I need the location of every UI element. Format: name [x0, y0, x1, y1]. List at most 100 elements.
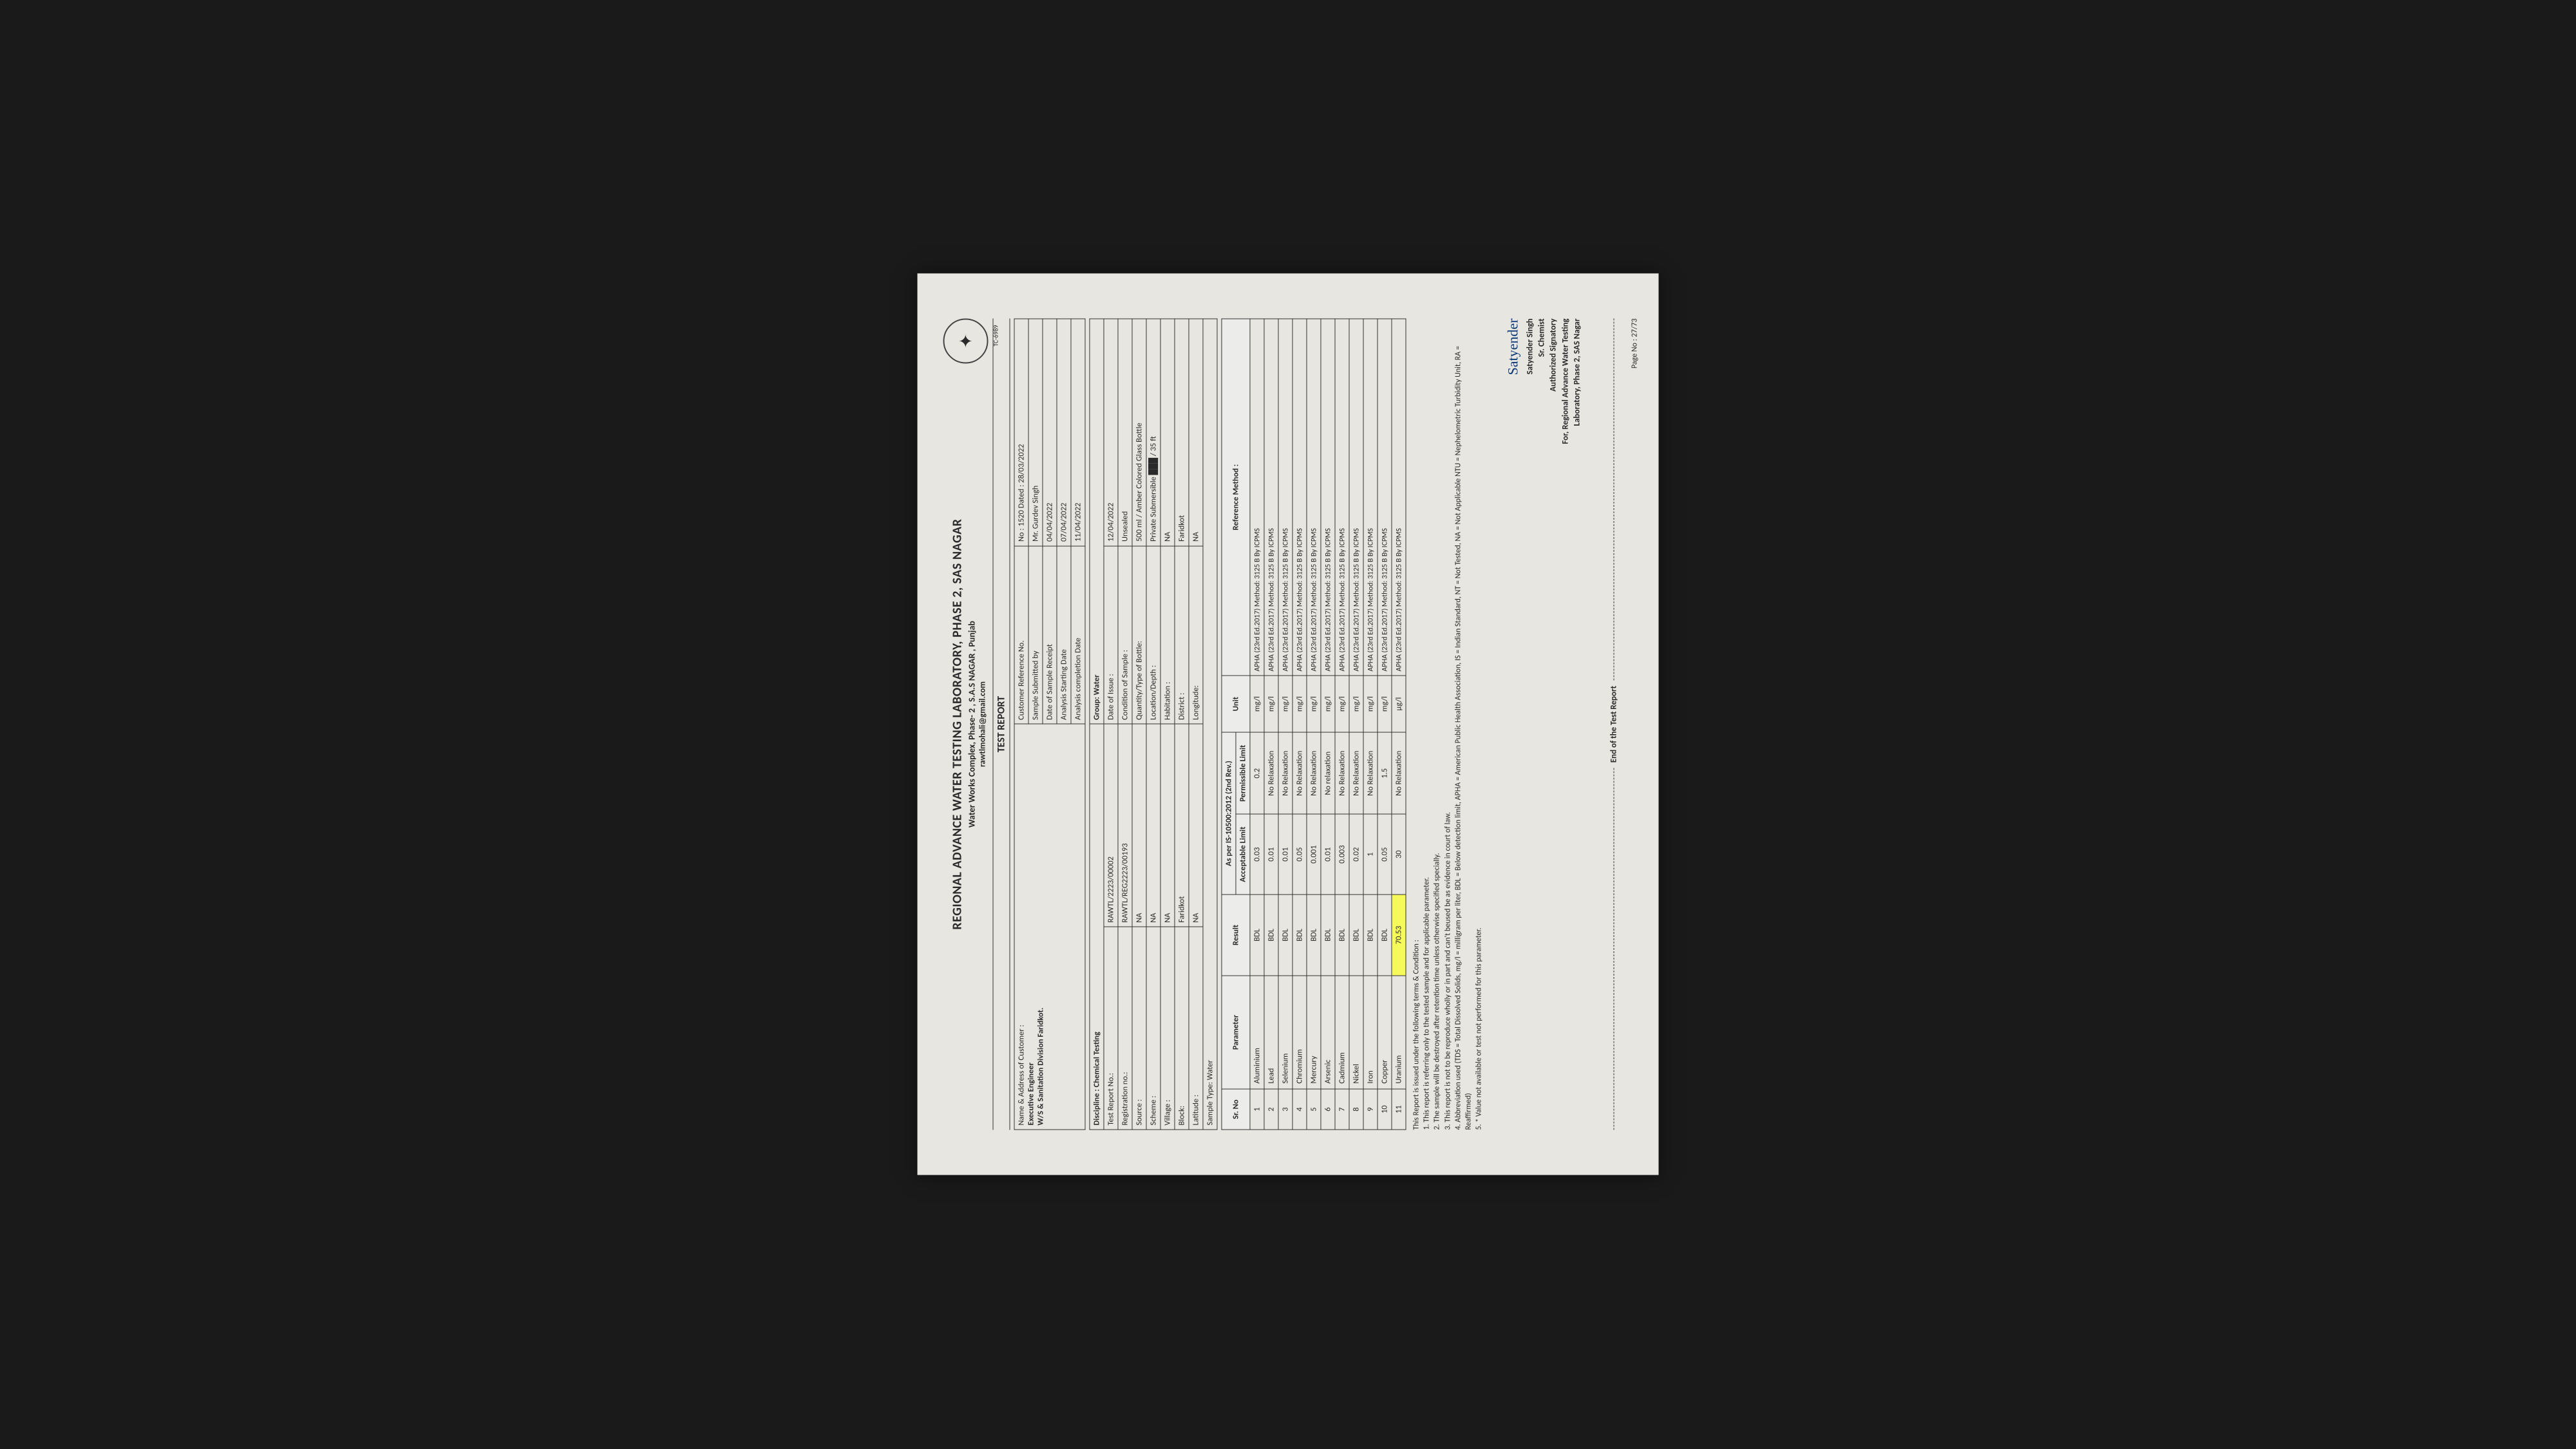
- comp-label: Analysis completion Date: [1071, 546, 1085, 724]
- terms-heading: This Report is issued under the followin…: [1411, 319, 1421, 1130]
- comp-val: 11/04/2022: [1071, 319, 1085, 546]
- meta-label: Test Report No.:: [1104, 927, 1118, 1130]
- cell: 7: [1335, 1090, 1349, 1130]
- col-srno: Sr. No: [1222, 1090, 1250, 1130]
- col-param: Parameter: [1222, 976, 1250, 1089]
- param-cell: Nickel: [1349, 976, 1363, 1089]
- cell: 0.2: [1250, 733, 1264, 815]
- cell: 6: [1321, 1090, 1335, 1130]
- cell: 11: [1392, 1090, 1406, 1130]
- cell: No Relaxation: [1264, 733, 1278, 815]
- meta-val: 12/04/2022: [1104, 319, 1118, 546]
- sig-name: Satyender Singh: [1525, 319, 1537, 1130]
- table-row: 6ArsenicBDL0.01No relaxationmg/lAPHA (23…: [1321, 319, 1335, 1130]
- cell: APHA (23rd Ed.2017) Method: 3125 B By IC…: [1363, 319, 1378, 676]
- table-row: 3SeleniumBDL0.01No Relaxationmg/lAPHA (2…: [1278, 319, 1293, 1130]
- table-row: 9IronBDL1No Relaxationmg/lAPHA (23rd Ed.…: [1363, 319, 1378, 1130]
- report-header: ✦ TC-6989 REGIONAL ADVANCE WATER TESTING…: [949, 319, 987, 1130]
- start-val: 07/04/2022: [1057, 319, 1071, 546]
- result-cell: BDL: [1250, 895, 1264, 976]
- terms-line: 1. This report is referring only to the …: [1422, 319, 1432, 1130]
- cell: APHA (23rd Ed.2017) Method: 3125 B By IC…: [1321, 319, 1335, 676]
- result-cell: BDL: [1363, 895, 1378, 976]
- cell: 0.02: [1349, 815, 1363, 895]
- sig-role: Sr. Chemist: [1537, 319, 1548, 1130]
- param-cell: Lead: [1264, 976, 1278, 1089]
- meta-label: Block:: [1175, 927, 1189, 1130]
- cell: 3: [1278, 1090, 1293, 1130]
- result-cell: BDL: [1335, 895, 1349, 976]
- meta-label: Latitude :: [1189, 927, 1203, 1130]
- cell: 0.01: [1264, 815, 1278, 895]
- start-label: Analysis Starting Date: [1057, 546, 1071, 724]
- terms-line: 4. Abbreviation used (TDS = Total Dissol…: [1453, 319, 1473, 1130]
- meta-label: Scheme :: [1146, 927, 1160, 1130]
- meta-val: NA: [1189, 724, 1203, 927]
- meta-val: RAWTL/2223/00002: [1104, 724, 1118, 927]
- customer-line1: Executive Engineer: [1026, 1063, 1036, 1126]
- col-unit: Unit: [1222, 676, 1250, 733]
- cell: 0.01: [1321, 815, 1335, 895]
- cell: APHA (23rd Ed.2017) Method: 3125 B By IC…: [1250, 319, 1264, 676]
- table-row: 1AluminiumBDL0.030.2mg/lAPHA (23rd Ed.20…: [1250, 319, 1264, 1130]
- signature: Satyender: [1504, 319, 1524, 1130]
- meta-val: Private Submersible ███ / 35 ft: [1146, 319, 1160, 546]
- recpt-label: Date of Sample Receipt: [1043, 546, 1057, 724]
- meta-label: Village :: [1160, 927, 1175, 1130]
- param-cell: Cadmium: [1335, 976, 1349, 1089]
- cell: 0.01: [1278, 815, 1293, 895]
- param-cell: Aluminium: [1250, 976, 1264, 1089]
- cell: 1: [1250, 1090, 1264, 1130]
- customer-label: Name & Address of Customer :: [1016, 1025, 1026, 1126]
- cell: No Relaxation: [1293, 733, 1307, 815]
- subm-val: Mr. Gurdev Singh: [1028, 319, 1043, 546]
- cell: mg/l: [1335, 676, 1349, 733]
- param-cell: Mercury: [1307, 976, 1321, 1089]
- meta-label: Quantity/Type of Bottle:: [1132, 546, 1146, 724]
- cell: µg/l: [1392, 676, 1406, 733]
- meta-val: NA: [1132, 724, 1146, 927]
- result-cell: BDL: [1349, 895, 1363, 976]
- col-standard: As per IS-10500:2012 (2nd Rev.): [1222, 733, 1236, 895]
- meta-label: District :: [1175, 546, 1189, 724]
- meta-val: NA: [1160, 724, 1175, 927]
- customer-table: Name & Address of Customer : Executive E…: [1014, 319, 1085, 1130]
- table-row: 7CadmiumBDL0.003No Relaxationmg/lAPHA (2…: [1335, 319, 1349, 1130]
- cell: APHA (23rd Ed.2017) Method: 3125 B By IC…: [1307, 319, 1321, 676]
- cell: 4: [1293, 1090, 1307, 1130]
- meta-label: Date of Issue :: [1104, 546, 1118, 724]
- cell: mg/l: [1278, 676, 1293, 733]
- param-cell: Selenium: [1278, 976, 1293, 1089]
- cell: 10: [1378, 1090, 1392, 1130]
- customer-line2: W/S & Sanitation Division Faridkot.: [1036, 1008, 1045, 1126]
- table-row: 4ChromiumBDL0.05No Relaxationmg/lAPHA (2…: [1293, 319, 1307, 1130]
- lab-logo: ✦: [943, 319, 988, 364]
- cell: 2: [1264, 1090, 1278, 1130]
- lab-title: REGIONAL ADVANCE WATER TESTING LABORATOR…: [949, 319, 965, 1130]
- meta-val: 500 ml / Amber Colored Glass Bottle: [1132, 319, 1146, 546]
- cell: 0.05: [1378, 815, 1392, 895]
- cell: APHA (23rd Ed.2017) Method: 3125 B By IC…: [1264, 319, 1278, 676]
- tc-code: TC-6989: [991, 325, 999, 346]
- cell: 1: [1363, 815, 1378, 895]
- cell: 0.003: [1335, 815, 1349, 895]
- cell: 5: [1307, 1090, 1321, 1130]
- table-row: 11Uranium70.5330No Relaxationµg/lAPHA (2…: [1392, 319, 1406, 1130]
- terms-block: This Report is issued under the followin…: [1411, 319, 1484, 1130]
- table-row: 10CopperBDL0.051.5mg/lAPHA (23rd Ed.2017…: [1378, 319, 1392, 1130]
- end-of-report: End of the Test Report: [1609, 319, 1619, 1130]
- meta-val: Unsealed: [1118, 319, 1132, 546]
- cell: No Relaxation: [1392, 733, 1406, 815]
- cell: No Relaxation: [1307, 733, 1321, 815]
- col-result: Result: [1222, 895, 1250, 976]
- cell: 9: [1363, 1090, 1378, 1130]
- terms-line: 2. The sample will be destroyed after re…: [1432, 319, 1443, 1130]
- discipline-label: Discipline : Chemical Testing: [1090, 724, 1104, 1130]
- sig-for: For, Regional Advance Water Testing: [1560, 319, 1571, 1130]
- col-permissible: Permissible Limit: [1236, 733, 1250, 815]
- report-title: TEST REPORT: [992, 319, 1010, 1130]
- cell: No Relaxation: [1349, 733, 1363, 815]
- cell: No relaxation: [1321, 733, 1335, 815]
- results-table: Sr. No Parameter Result As per IS-10500:…: [1221, 319, 1406, 1130]
- result-cell: BDL: [1321, 895, 1335, 976]
